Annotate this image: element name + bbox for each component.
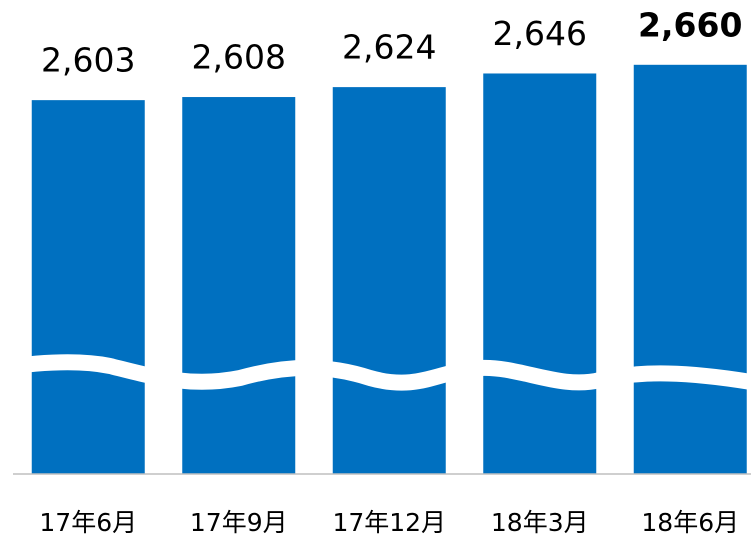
value-label: 2,608 — [192, 38, 286, 77]
x-tick-label: 17年6月 — [39, 508, 137, 537]
bar — [31, 100, 145, 474]
bar — [633, 64, 747, 475]
bar — [483, 73, 597, 474]
value-label: 2,646 — [493, 14, 587, 53]
axis-break — [0, 354, 751, 391]
value-label: 2,603 — [41, 41, 135, 80]
value-label: 2,624 — [342, 28, 436, 67]
x-tick-label: 18年3月 — [491, 508, 589, 537]
x-tick-label: 18年6月 — [641, 508, 739, 537]
x-tick-label: 17年12月 — [332, 508, 446, 537]
bar — [182, 97, 296, 474]
bar — [332, 87, 446, 475]
x-tick-label: 17年9月 — [190, 508, 288, 537]
value-label: 2,660 — [638, 5, 742, 44]
